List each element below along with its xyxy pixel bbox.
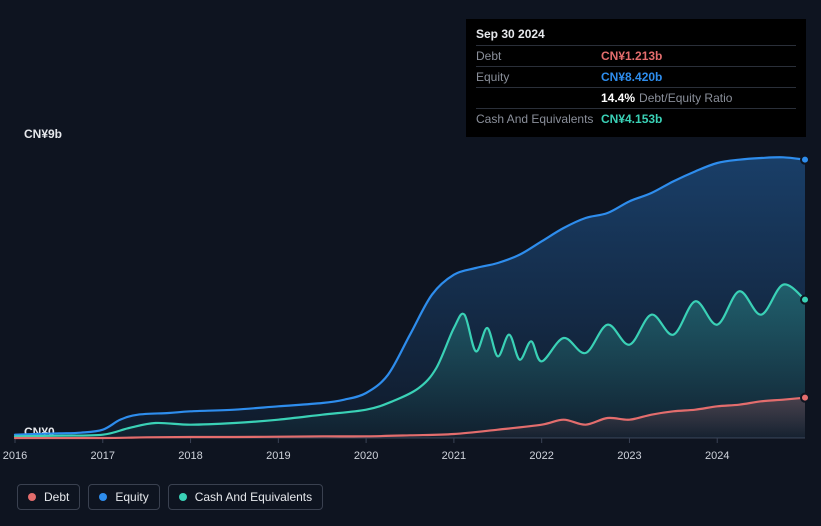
series-end-dot-debt: [801, 394, 809, 402]
info-row-label: Equity: [476, 70, 601, 84]
info-row-value: 14.4%Debt/Equity Ratio: [601, 91, 732, 105]
x-axis-label: 2020: [354, 450, 378, 462]
info-panel: Sep 30 2024 DebtCN¥1.213bEquityCN¥8.420b…: [466, 19, 806, 137]
x-axis-label: 2019: [266, 450, 290, 462]
info-row-value: CN¥4.153b: [601, 112, 662, 126]
chart-container: { "info_panel": { "date": "Sep 30 2024",…: [0, 0, 821, 526]
legend-dot-icon: [179, 493, 187, 501]
info-row-value: CN¥8.420b: [601, 70, 662, 84]
x-axis-label: 2021: [442, 450, 466, 462]
legend-item-debt[interactable]: Debt: [17, 484, 80, 510]
legend-item-cash-and-equivalents[interactable]: Cash And Equivalents: [168, 484, 323, 510]
series-end-dot-equity: [801, 156, 809, 164]
x-axis-label: 2016: [3, 450, 27, 462]
info-date: Sep 30 2024: [476, 27, 796, 45]
chart-svg: [15, 138, 805, 448]
info-row: DebtCN¥1.213b: [476, 45, 796, 66]
legend-label: Equity: [115, 490, 148, 504]
legend: Debt Equity Cash And Equivalents: [17, 484, 323, 510]
legend-dot-icon: [99, 493, 107, 501]
legend-item-equity[interactable]: Equity: [88, 484, 159, 510]
legend-dot-icon: [28, 493, 36, 501]
info-rows: DebtCN¥1.213bEquityCN¥8.420b14.4%Debt/Eq…: [476, 45, 796, 129]
legend-label: Debt: [44, 490, 69, 504]
x-axis-label: 2022: [529, 450, 553, 462]
info-row-label: Cash And Equivalents: [476, 112, 601, 126]
info-row: Cash And EquivalentsCN¥4.153b: [476, 108, 796, 129]
info-row-value: CN¥1.213b: [601, 49, 662, 63]
x-axis-label: 2023: [617, 450, 641, 462]
legend-label: Cash And Equivalents: [195, 490, 312, 504]
x-axis-label: 2017: [91, 450, 115, 462]
info-row-suffix: Debt/Equity Ratio: [639, 91, 732, 105]
info-row: 14.4%Debt/Equity Ratio: [476, 87, 796, 108]
series-end-dot-cash-and-equivalents: [801, 296, 809, 304]
x-axis-label: 2018: [178, 450, 202, 462]
info-row-label: Debt: [476, 49, 601, 63]
info-row: EquityCN¥8.420b: [476, 66, 796, 87]
x-axis-labels: 201620172018201920202021202220232024: [15, 450, 805, 470]
info-row-label: [476, 91, 601, 105]
x-axis-label: 2024: [705, 450, 729, 462]
